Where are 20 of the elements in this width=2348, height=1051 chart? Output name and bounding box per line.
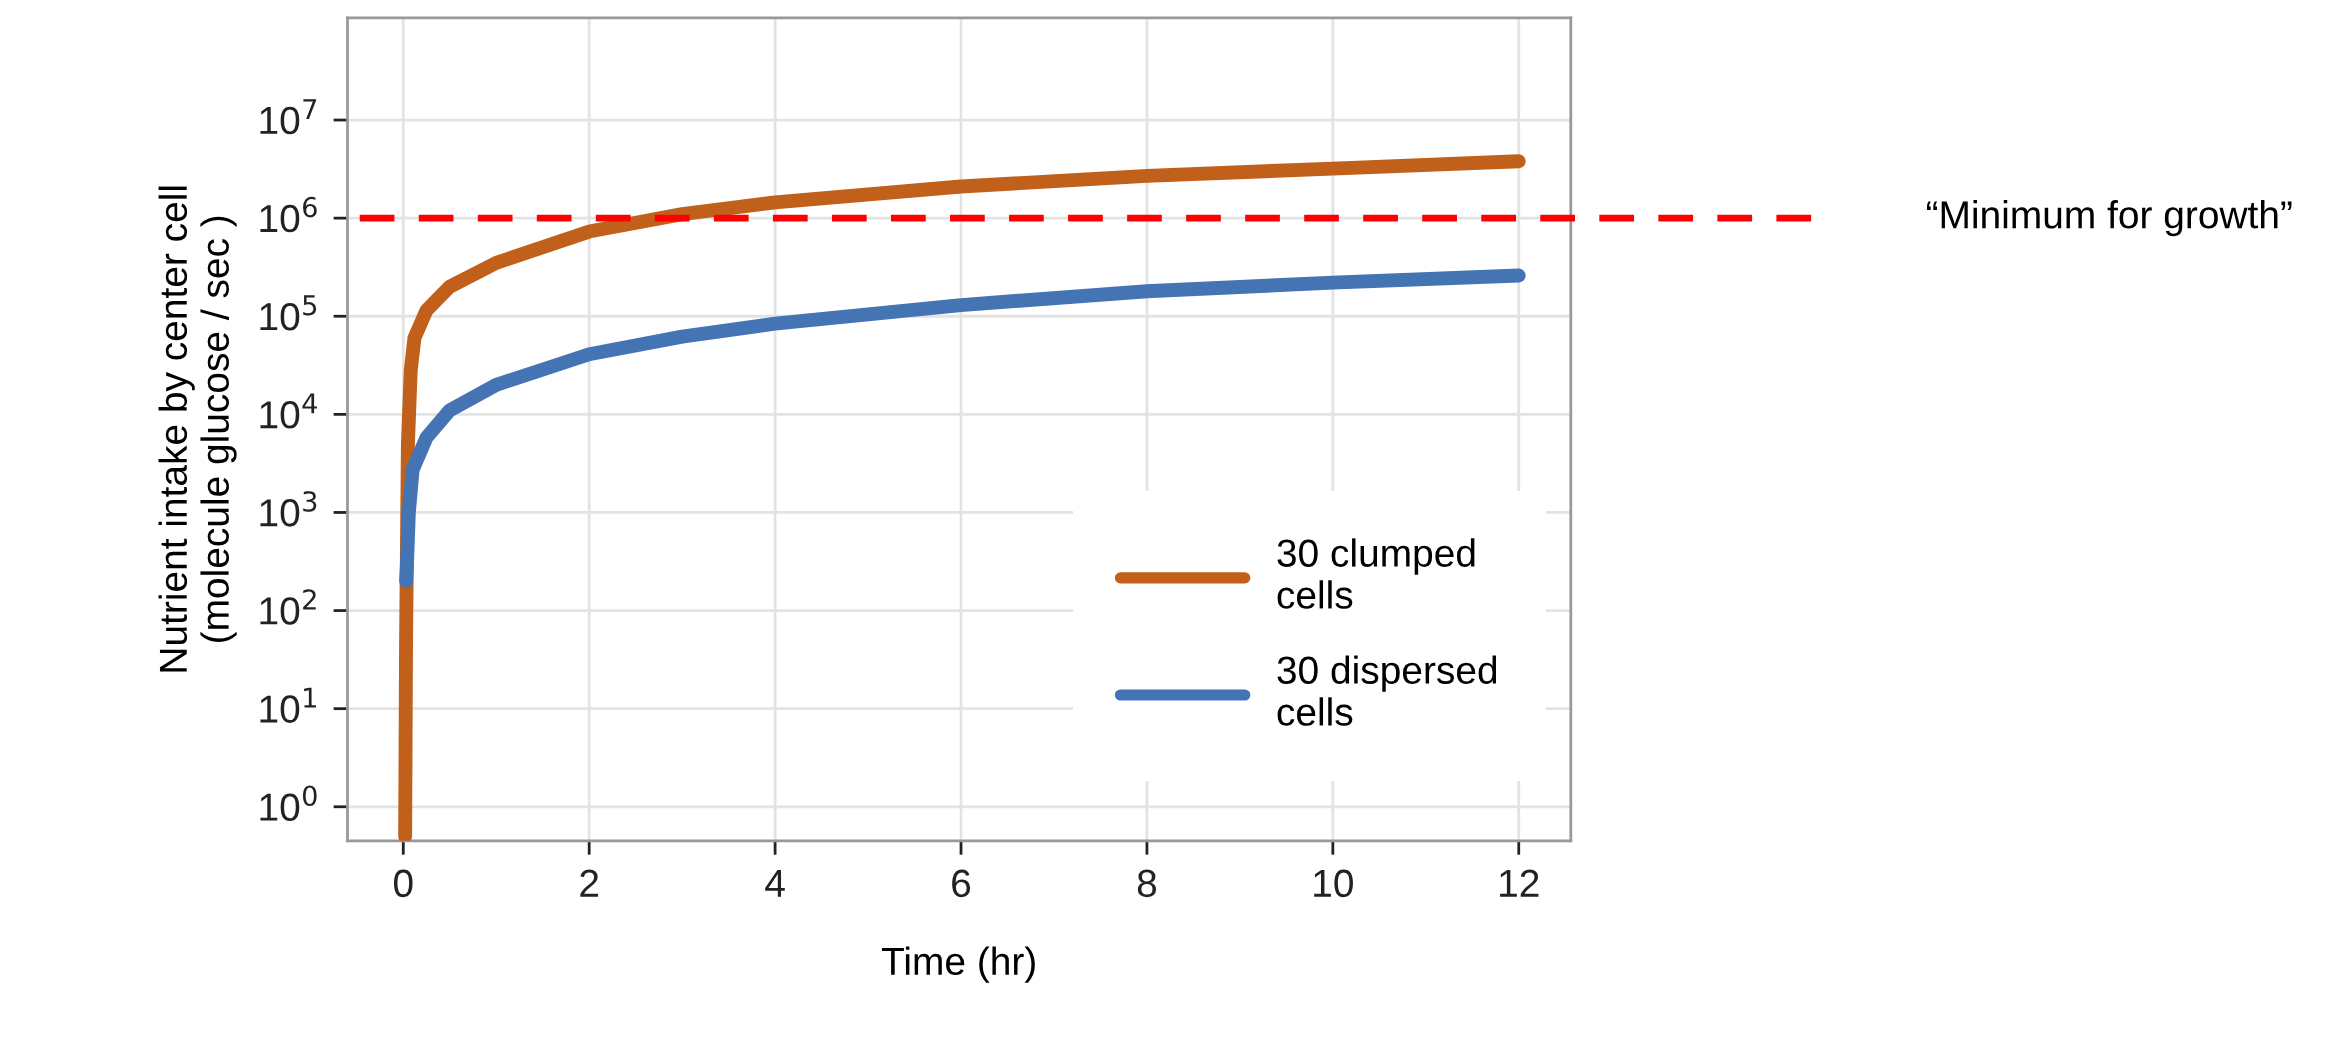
y-tick-label: 10$^{4}$ xyxy=(260,393,317,429)
y-tick-label: 10$^{0}$ xyxy=(260,785,317,821)
x-tick-label: 2 xyxy=(580,869,599,897)
x-tick-label: 8 xyxy=(1137,869,1157,898)
x-tick-label: 0 xyxy=(393,869,413,898)
ref-line-label: “Minimum for growth” xyxy=(1926,200,2292,237)
y-tick-label: 10$^{2}$ xyxy=(260,589,316,625)
y-tick-label: 10$^{5}$ xyxy=(260,295,317,331)
x-tick-label: 12 xyxy=(1500,869,1539,897)
y-tick-label: 10$^{7}$ xyxy=(260,99,317,135)
y-axis-title: Nutrient intake by center cell (molecule glucose / sec ) xyxy=(158,186,237,672)
x-tick-label: 10 xyxy=(1314,869,1353,898)
y-tick-label: 10$^{3}$ xyxy=(260,491,317,527)
legend-label: 30 dispersed cells xyxy=(1277,655,1497,726)
y-tick-label: 10$^{6}$ xyxy=(260,196,317,233)
x-tick-label: 4 xyxy=(765,870,785,897)
x-tick-label: 6 xyxy=(952,869,971,898)
x-axis-title: Time (hr) xyxy=(881,946,1035,983)
y-tick-label: 10$^{1}$ xyxy=(260,687,316,723)
legend-label: 30 clumped cells xyxy=(1277,538,1475,609)
